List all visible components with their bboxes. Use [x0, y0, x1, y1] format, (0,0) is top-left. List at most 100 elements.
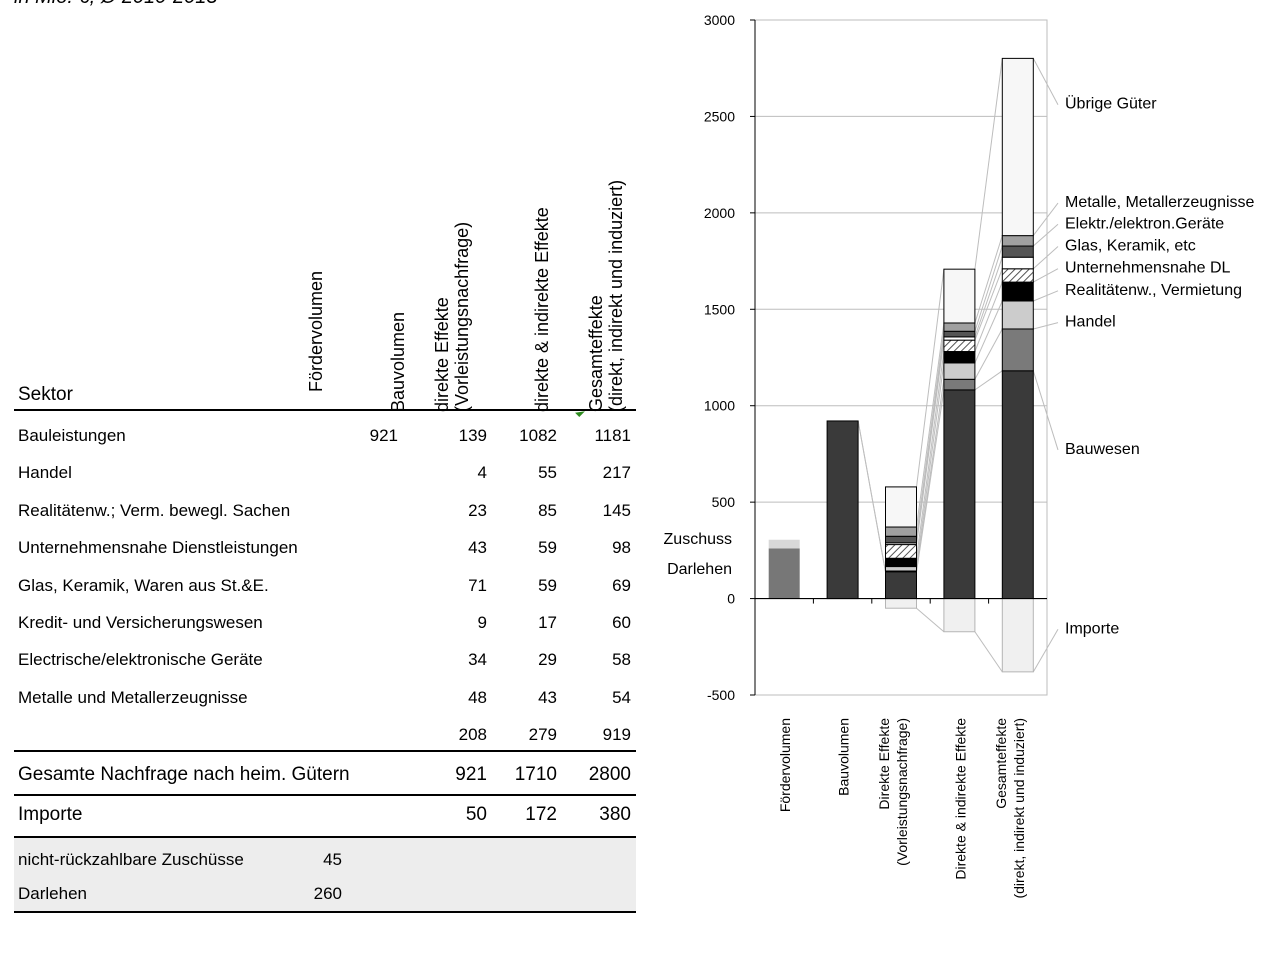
- bar-segment: [886, 487, 917, 527]
- bar-segment: [944, 363, 975, 379]
- y-tick-label: 2500: [704, 108, 735, 124]
- series-label: Bauwesen: [1065, 441, 1140, 458]
- importe-divider: [14, 794, 636, 796]
- header-sektor: Sektor: [18, 384, 73, 406]
- x-category-label: Direkte Effekte (Vorleistungsnachfrage): [876, 718, 910, 866]
- header-bauvolumen: Bauvolumen: [388, 312, 408, 412]
- x-category-line: Fördervolumen: [777, 718, 793, 812]
- bar-segment: [886, 599, 917, 609]
- cell-direkt: 71: [427, 576, 487, 596]
- connector-line: [917, 323, 944, 527]
- cell-dir-ind: 172: [497, 804, 557, 826]
- row-label: Glas, Keramik, Waren aus St.&E.: [18, 576, 269, 596]
- bar-segment: [769, 540, 800, 549]
- connector-line: [917, 379, 944, 571]
- cell-gesamt: 69: [571, 576, 631, 596]
- y-tick-label: -500: [707, 687, 735, 703]
- row-label: Kredit- und Versicherungswesen: [18, 613, 263, 633]
- x-category-line: (Vorleistungsnachfrage): [894, 718, 910, 866]
- series-label: Elektr./elektron.Geräte: [1065, 215, 1224, 232]
- cell-direkt: 921: [427, 764, 487, 786]
- bar-segment: [886, 527, 917, 536]
- bar-segment: [1002, 246, 1033, 257]
- series-label: Übrige Güter: [1065, 95, 1157, 113]
- bar-segment: [944, 379, 975, 390]
- bar-segment: [944, 323, 975, 331]
- connector-line: [917, 337, 944, 543]
- stacked-bar-chart: 3000 2500 2000 1500 1000 500 0 -500 Fördervolume…: [640, 0, 1282, 974]
- bar-segment: [886, 572, 917, 599]
- y-tick-label: 500: [712, 494, 736, 510]
- bar-segment: [944, 599, 975, 632]
- cell-direkt: 139: [427, 426, 487, 446]
- y-tick-label: 1000: [704, 398, 735, 414]
- label-leader: [1033, 58, 1058, 104]
- y-tick-label: 3000: [704, 12, 735, 28]
- bar-segment: [886, 545, 917, 559]
- cell-gesamt: 54: [571, 688, 631, 708]
- row-label: Importe: [18, 804, 82, 826]
- cell-direkt: 48: [427, 688, 487, 708]
- connector-line: [975, 632, 1002, 672]
- bar-segment: [886, 558, 917, 566]
- bar-segment: [886, 567, 917, 571]
- row-label: Gesamte Nachfrage nach heim. Gütern: [18, 764, 350, 786]
- bar-segment: [1002, 269, 1033, 282]
- series-label: Realitätenw., Vermietung: [1065, 282, 1242, 299]
- bar-segment: [944, 352, 975, 363]
- header-direkte-indirekte: direkte & indirekte Effekte: [532, 207, 552, 412]
- x-category-line: Direkte Effekte: [876, 718, 892, 810]
- bar-segment: [1002, 236, 1033, 246]
- header-direkte-effekte: direkte Effekte (Vorleistungsnachfrage): [432, 222, 472, 412]
- series-label: Importe: [1065, 620, 1119, 637]
- connector-line: [917, 608, 944, 632]
- cell-dir-ind: 85: [497, 501, 557, 521]
- bar-segment: [1002, 257, 1033, 269]
- row-label: Realitätenw.; Verm. bewegl. Sachen: [18, 501, 290, 521]
- cell-direkt: 4: [427, 463, 487, 483]
- row-label: Darlehen: [18, 884, 87, 904]
- x-category-line: Gesamteffekte: [993, 718, 1009, 809]
- connector-line: [975, 371, 1002, 390]
- bar-segment: [1002, 282, 1033, 301]
- row-label: Electrische/elektronische Geräte: [18, 650, 263, 670]
- bar-segment: [886, 536, 917, 543]
- series-label: Handel: [1065, 314, 1116, 331]
- bar-segment: [1002, 599, 1033, 672]
- bar-segment: [1002, 58, 1033, 235]
- label-leader: [1033, 371, 1058, 450]
- cell-direkt: 34: [427, 650, 487, 670]
- bar-segment: [944, 331, 975, 337]
- x-category-label: Direkte & indirekte Effekte: [952, 718, 968, 880]
- header-divider: [14, 409, 636, 411]
- connector-line: [975, 246, 1002, 331]
- cell-dir-ind: 1710: [497, 764, 557, 786]
- cell-gesamt: 217: [571, 463, 631, 483]
- row-label: Handel: [18, 463, 72, 483]
- cell-gesamt: 60: [571, 613, 631, 633]
- connector-line: [975, 58, 1002, 269]
- y-tick-label: 1500: [704, 301, 735, 317]
- header-gesamteffekte: Gesamteffekte (direkt, indirekt und indu…: [586, 180, 626, 412]
- header-foerdervolumen: Fördervolumen: [306, 271, 326, 392]
- bar-segment: [1002, 371, 1033, 599]
- cell-gesamt: 919: [571, 725, 631, 745]
- bar-segment: [944, 390, 975, 599]
- total-divider: [14, 750, 636, 752]
- x-category-line: (direkt, indirekt und induziert): [1011, 718, 1027, 899]
- y-tick-label: 0: [727, 591, 735, 607]
- x-category-label: Gesamteffekte (direkt, indirekt und induz…: [993, 718, 1027, 899]
- bar-segment: [827, 421, 858, 599]
- cell-direkt: 208: [427, 725, 487, 745]
- bar-segment: [1002, 301, 1033, 329]
- cell-gesamt: 98: [571, 538, 631, 558]
- row-label: Metalle und Metallerzeugnisse: [18, 688, 248, 708]
- cell-gesamt: 145: [571, 501, 631, 521]
- label-leader: [1033, 323, 1058, 329]
- cell-dir-ind: 279: [497, 725, 557, 745]
- cell-dir-ind: 59: [497, 538, 557, 558]
- y-tick-label: 2000: [704, 205, 735, 221]
- cell-dir-ind: 29: [497, 650, 557, 670]
- label-leader: [1033, 203, 1058, 236]
- cell-dir-ind: 55: [497, 463, 557, 483]
